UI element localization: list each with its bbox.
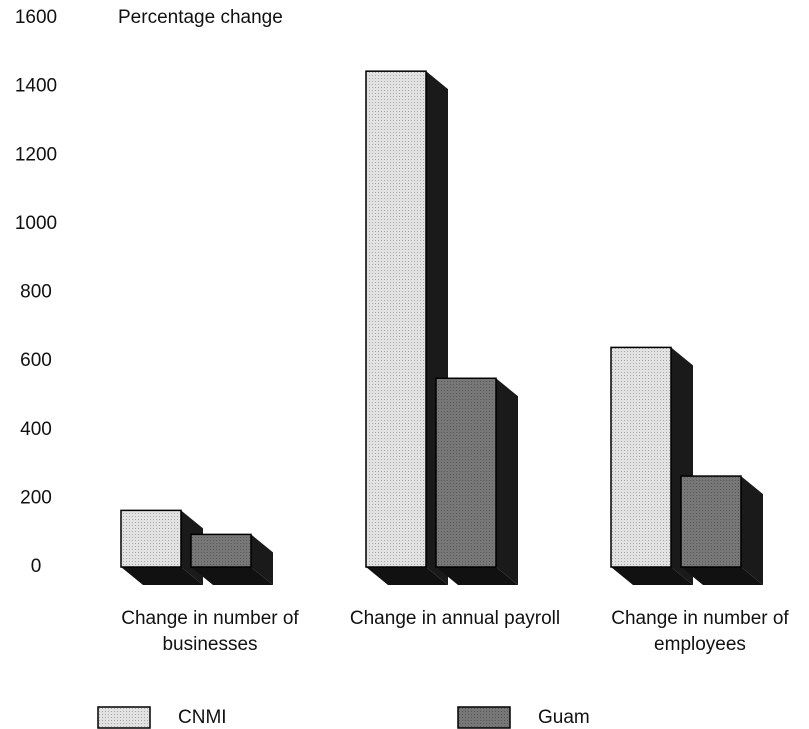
bar-texture bbox=[611, 347, 671, 567]
y-tick-label: 800 bbox=[20, 282, 52, 303]
legend-label: CNMI bbox=[178, 707, 227, 728]
x-tick-label-box: Change in annual payroll bbox=[349, 608, 561, 629]
legend-swatch-texture bbox=[98, 707, 150, 728]
x-tick-label: Change in number of employees bbox=[611, 608, 789, 655]
bar-texture bbox=[121, 510, 181, 567]
y-axis-label: Percentage change bbox=[118, 7, 283, 28]
y-tick-label: 1600 bbox=[15, 7, 57, 28]
bar-bottom bbox=[191, 567, 273, 585]
y-tick-label: 1400 bbox=[15, 76, 57, 97]
y-tick-label: 200 bbox=[20, 487, 52, 508]
y-tick-label: 600 bbox=[20, 350, 52, 371]
bar-bottom bbox=[611, 567, 693, 585]
x-tick-label-box: Change in number of employees bbox=[611, 608, 789, 655]
bar-texture bbox=[681, 476, 741, 567]
bar-texture bbox=[366, 71, 426, 567]
bar-side bbox=[741, 476, 763, 585]
bar-side bbox=[496, 378, 518, 585]
y-tick-label: 400 bbox=[20, 419, 52, 440]
bar-texture bbox=[191, 534, 251, 567]
bar-bottom bbox=[681, 567, 763, 585]
bar-bottom bbox=[436, 567, 518, 585]
y-tick-label: 1200 bbox=[15, 144, 57, 165]
legend-label: Guam bbox=[538, 707, 590, 728]
bar-bottom bbox=[366, 567, 448, 585]
y-tick-label: 1000 bbox=[15, 213, 57, 234]
x-tick-label-box: Change in number of businesses bbox=[121, 608, 299, 655]
legend-swatch-texture bbox=[458, 707, 510, 728]
bar-texture bbox=[436, 378, 496, 567]
x-tick-label: Change in annual payroll bbox=[349, 608, 561, 629]
y-tick-label: 0 bbox=[31, 556, 42, 577]
bar-bottom bbox=[121, 567, 203, 585]
bar-side bbox=[251, 534, 273, 585]
x-tick-label: Change in number of businesses bbox=[121, 608, 299, 655]
